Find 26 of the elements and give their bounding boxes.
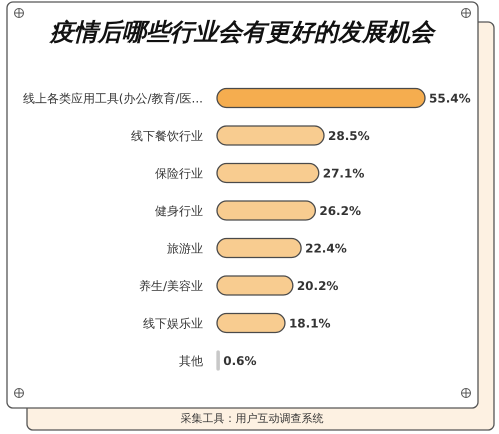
data-label: 18.1%	[288, 316, 331, 330]
y-tick-label: 线下娱乐业	[143, 316, 203, 330]
bar	[216, 200, 316, 221]
data-label: 28.5%	[328, 129, 370, 143]
y-tick-label: 旅游业	[167, 242, 203, 256]
y-tick-label: 线下餐饮行业	[131, 129, 203, 143]
chart-title: 疫情后哪些行业会有更好的发展机会	[48, 18, 437, 46]
bar	[216, 312, 286, 334]
bar	[216, 275, 294, 296]
data-label: 22.4%	[305, 242, 347, 256]
y-tick-label: 健身行业	[155, 204, 203, 218]
y-tick-label: 养生/美容业	[138, 279, 203, 293]
y-tick-label: 保险行业	[155, 166, 203, 180]
data-label: 0.6%	[223, 354, 257, 368]
bar	[216, 238, 302, 258]
y-tick-label: 其他	[179, 354, 203, 368]
data-label: 20.2%	[296, 279, 338, 293]
bar	[216, 125, 325, 146]
bar	[216, 350, 220, 371]
bar	[216, 88, 426, 108]
data-label: 55.4%	[429, 92, 471, 106]
y-tick-label: 线上各类应用工具(办公/教育/医...	[22, 92, 203, 106]
bar	[216, 162, 320, 184]
data-label: 26.2%	[319, 204, 362, 218]
text: 采集工具：用户互动调查系统	[180, 412, 324, 425]
data-label: 27.1%	[322, 166, 364, 180]
